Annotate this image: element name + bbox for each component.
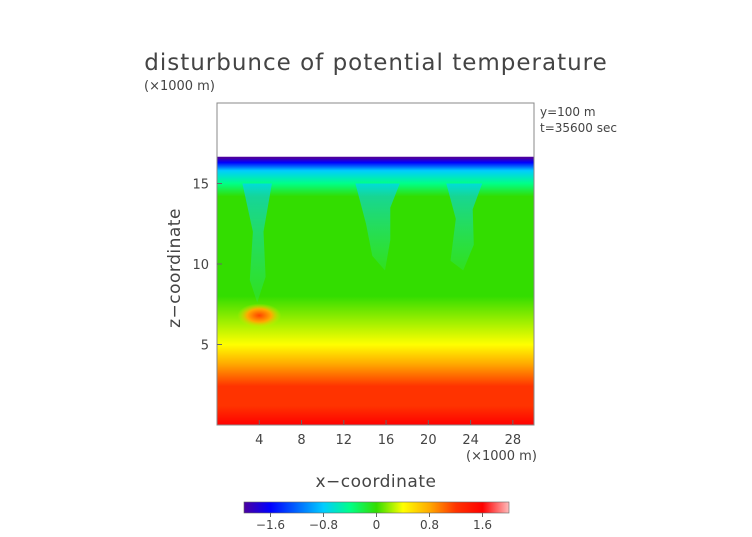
y-tick-label: 10 [192,258,209,273]
colorbar-tick-label: −1.6 [256,518,285,532]
y-scale-label: (×1000 m) [144,79,215,94]
x-scale-label: (×1000 m) [466,449,537,464]
colorbar-tick-label: 1.6 [473,518,492,532]
info-line-y: y=100 m [540,105,596,119]
x-axis-label: x−coordinate [316,472,437,492]
colorbar-tick-label: −0.8 [309,518,338,532]
info-line-t: t=35600 sec [540,121,617,135]
x-tick-label: 16 [378,433,395,448]
cold-plume [446,183,483,271]
y-axis: 5 10 15 [192,178,222,354]
warm-anomaly [237,303,282,328]
x-tick-label: 12 [336,433,353,448]
chart-title: disturbunce of potential temperature [144,50,608,76]
x-tick-label: 4 [255,433,263,448]
colorbar [243,501,510,514]
x-axis: 4 8 12 16 20 24 28 [255,420,521,448]
y-tick-label: 15 [192,178,209,193]
colorbar-ticks: −1.6 −0.8 0 0.8 1.6 [256,513,492,532]
x-tick-label: 20 [420,433,437,448]
colorbar-tick-label: 0 [373,518,381,532]
y-tick-label: 5 [201,339,209,354]
x-tick-label: 24 [462,433,479,448]
colorbar-tick-label: 0.8 [420,518,439,532]
cold-plume [355,183,400,271]
cold-plume [242,183,272,303]
x-tick-label: 28 [505,433,522,448]
y-axis-label: z−coordinate [165,208,185,328]
x-tick-label: 8 [297,433,305,448]
heatmap-field [217,156,534,425]
